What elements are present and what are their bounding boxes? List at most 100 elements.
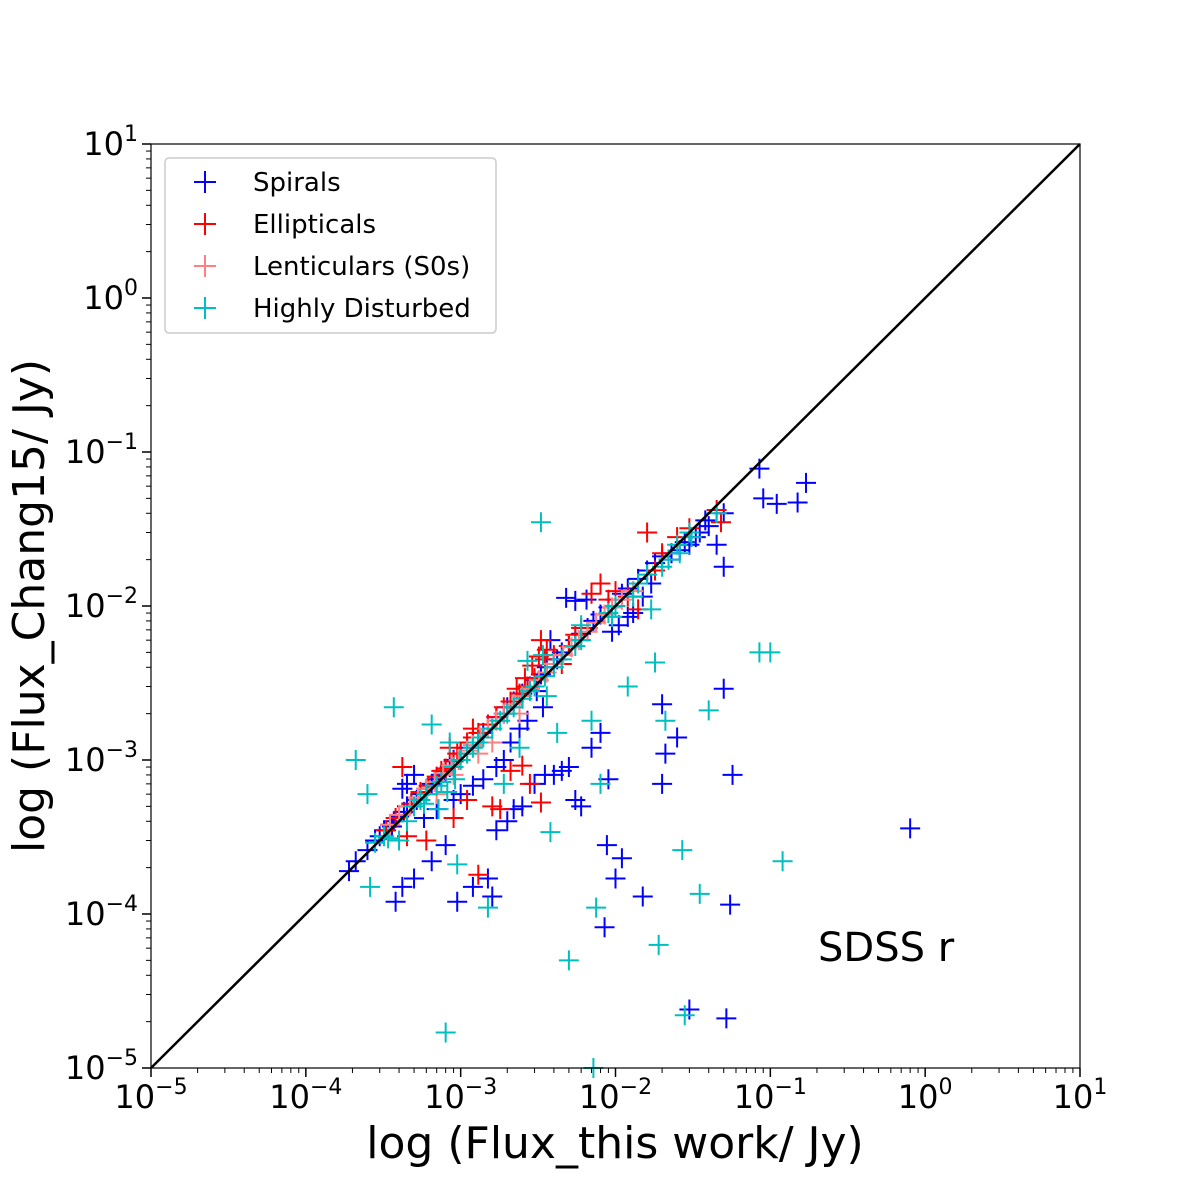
data-point — [722, 764, 743, 785]
x-axis-label: log (Flux_this work/ Jy) — [366, 1118, 863, 1169]
x-tick-label: 10−1 — [734, 1075, 807, 1116]
data-point — [345, 851, 366, 872]
data-point — [787, 492, 808, 513]
data-point — [493, 773, 514, 794]
data-point — [590, 722, 611, 743]
series-1 — [376, 500, 731, 885]
data-point — [482, 886, 503, 907]
x-tick-label: 100 — [898, 1075, 953, 1116]
data-point — [556, 587, 577, 608]
data-point — [500, 760, 521, 781]
x-tick-label: 101 — [1053, 1075, 1108, 1116]
data-point — [462, 775, 483, 796]
data-point — [530, 792, 551, 813]
data-point — [594, 917, 615, 938]
data-point — [611, 848, 632, 869]
data-point — [571, 796, 592, 817]
data-point — [437, 781, 458, 802]
data-point — [652, 773, 673, 794]
data-point — [416, 830, 437, 851]
data-point — [509, 737, 530, 758]
data-point — [645, 652, 666, 673]
data-point — [581, 583, 602, 604]
data-point — [435, 1022, 456, 1043]
legend-box — [164, 157, 497, 334]
y-tick-label: 100 — [83, 276, 138, 317]
data-point — [553, 645, 574, 666]
legend-label: Highly Disturbed — [253, 294, 471, 324]
data-point — [532, 645, 553, 666]
data-point — [672, 840, 693, 861]
data-point — [632, 886, 653, 907]
x-tick-label: 10−3 — [424, 1075, 497, 1116]
data-point — [357, 784, 378, 805]
chart-annotation: SDSS r — [818, 925, 955, 971]
data-point — [713, 678, 734, 699]
data-point — [426, 775, 447, 796]
data-point — [486, 757, 507, 778]
data-point — [445, 769, 466, 790]
data-point — [641, 599, 662, 620]
y-tick-label: 10−2 — [65, 584, 138, 625]
data-point — [421, 714, 442, 735]
data-point — [530, 512, 551, 533]
data-point — [447, 854, 468, 875]
data-point — [698, 700, 719, 721]
data-point — [490, 799, 511, 820]
data-point — [360, 876, 381, 897]
data-point — [385, 891, 406, 912]
data-point — [392, 757, 413, 778]
data-point — [392, 876, 413, 897]
data-point — [710, 512, 731, 533]
data-point — [532, 697, 553, 718]
data-point — [514, 668, 535, 689]
data-point — [581, 737, 602, 758]
data-point — [396, 773, 417, 794]
data-point — [439, 732, 460, 753]
x-tick-label: 10−2 — [579, 1075, 652, 1116]
data-point — [543, 764, 564, 785]
data-point — [713, 556, 734, 577]
data-point — [345, 750, 366, 770]
data-point — [605, 868, 626, 889]
data-point — [482, 796, 503, 817]
data-point — [512, 796, 533, 817]
data-point — [565, 590, 586, 611]
legend-label: Spirals — [253, 168, 341, 198]
data-point — [433, 763, 454, 784]
axis-ticks: 10−5 10−4 10−3 10−2 10−1 100 101 10−5 10−4 10−3 10… — [65, 122, 1108, 1116]
data-point — [753, 488, 774, 509]
data-point — [519, 773, 540, 794]
data-point — [679, 999, 700, 1020]
data-point — [536, 686, 557, 707]
data-point — [477, 868, 498, 889]
data-point — [766, 493, 787, 514]
data-point — [716, 1008, 737, 1029]
data-point — [655, 710, 676, 731]
y-tick-label: 101 — [83, 122, 138, 163]
legend: Spirals Ellipticals Lenticulars (S0s) Highl… — [164, 157, 497, 334]
data-point — [512, 755, 533, 776]
data-point — [517, 650, 538, 671]
data-point — [760, 642, 781, 663]
data-point — [365, 832, 386, 853]
data-point — [706, 534, 727, 555]
legend-marker — [194, 171, 216, 193]
data-point — [421, 851, 442, 872]
legend-marker — [194, 213, 216, 235]
data-point — [389, 830, 410, 851]
data-point — [772, 851, 793, 872]
data-point — [571, 615, 592, 636]
data-point — [477, 897, 498, 918]
data-point — [674, 1005, 695, 1026]
legend-marker — [194, 297, 216, 319]
data-point — [473, 769, 494, 790]
data-point — [720, 894, 741, 915]
data-point — [689, 883, 710, 904]
data-point — [596, 835, 617, 856]
x-tick-label: 10−4 — [269, 1075, 342, 1116]
data-point — [500, 732, 521, 753]
x-tick-label: 10−5 — [114, 1075, 187, 1116]
data-point — [586, 897, 607, 918]
data-point — [648, 934, 669, 955]
